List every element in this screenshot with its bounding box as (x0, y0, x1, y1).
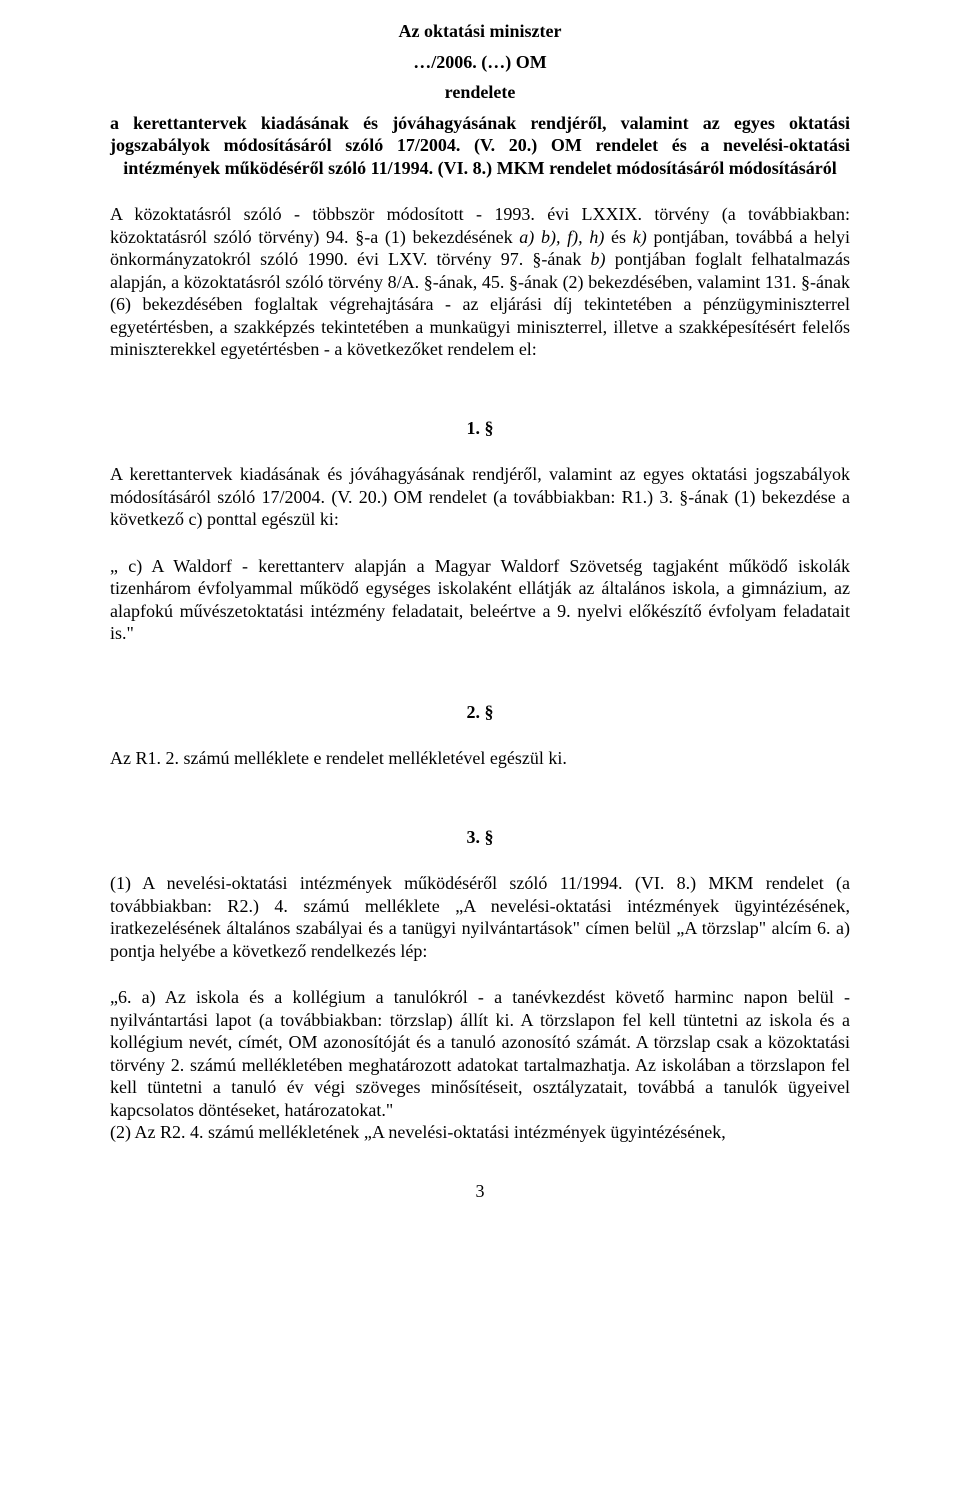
section-2-number: 2. § (110, 701, 850, 724)
preamble-italic-3: b) (591, 249, 606, 269)
header-line-2: …/2006. (…) OM (110, 51, 850, 74)
document-header: Az oktatási miniszter …/2006. (…) OM ren… (110, 20, 850, 179)
section-1-p1: A kerettantervek kiadásának és jóváhagyá… (110, 463, 850, 531)
preamble-paragraph: A közoktatásról szóló - többször módosít… (110, 203, 850, 361)
header-line-3: rendelete (110, 81, 850, 104)
section-3-p3: (2) Az R2. 4. számú mellékletének „A nev… (110, 1121, 850, 1144)
section-3-number: 3. § (110, 826, 850, 849)
header-title: a kerettantervek kiadásának és jóváhagyá… (110, 112, 850, 180)
preamble-text-mid1: és (604, 227, 632, 247)
preamble-italic-2: k) (633, 227, 647, 247)
preamble-italic-1: a) b), f), h) (519, 227, 604, 247)
section-3-p2: „6. a) Az iskola és a kollégium a tanuló… (110, 986, 850, 1121)
section-3-p1: (1) A nevelési-oktatási intézmények műkö… (110, 872, 850, 962)
section-1-p2: „ c) A Waldorf - kerettanterv alapján a … (110, 555, 850, 645)
header-line-1: Az oktatási miniszter (110, 20, 850, 43)
section-2-p1: Az R1. 2. számú melléklete e rendelet me… (110, 747, 850, 770)
page-number: 3 (110, 1180, 850, 1203)
section-1-number: 1. § (110, 417, 850, 440)
